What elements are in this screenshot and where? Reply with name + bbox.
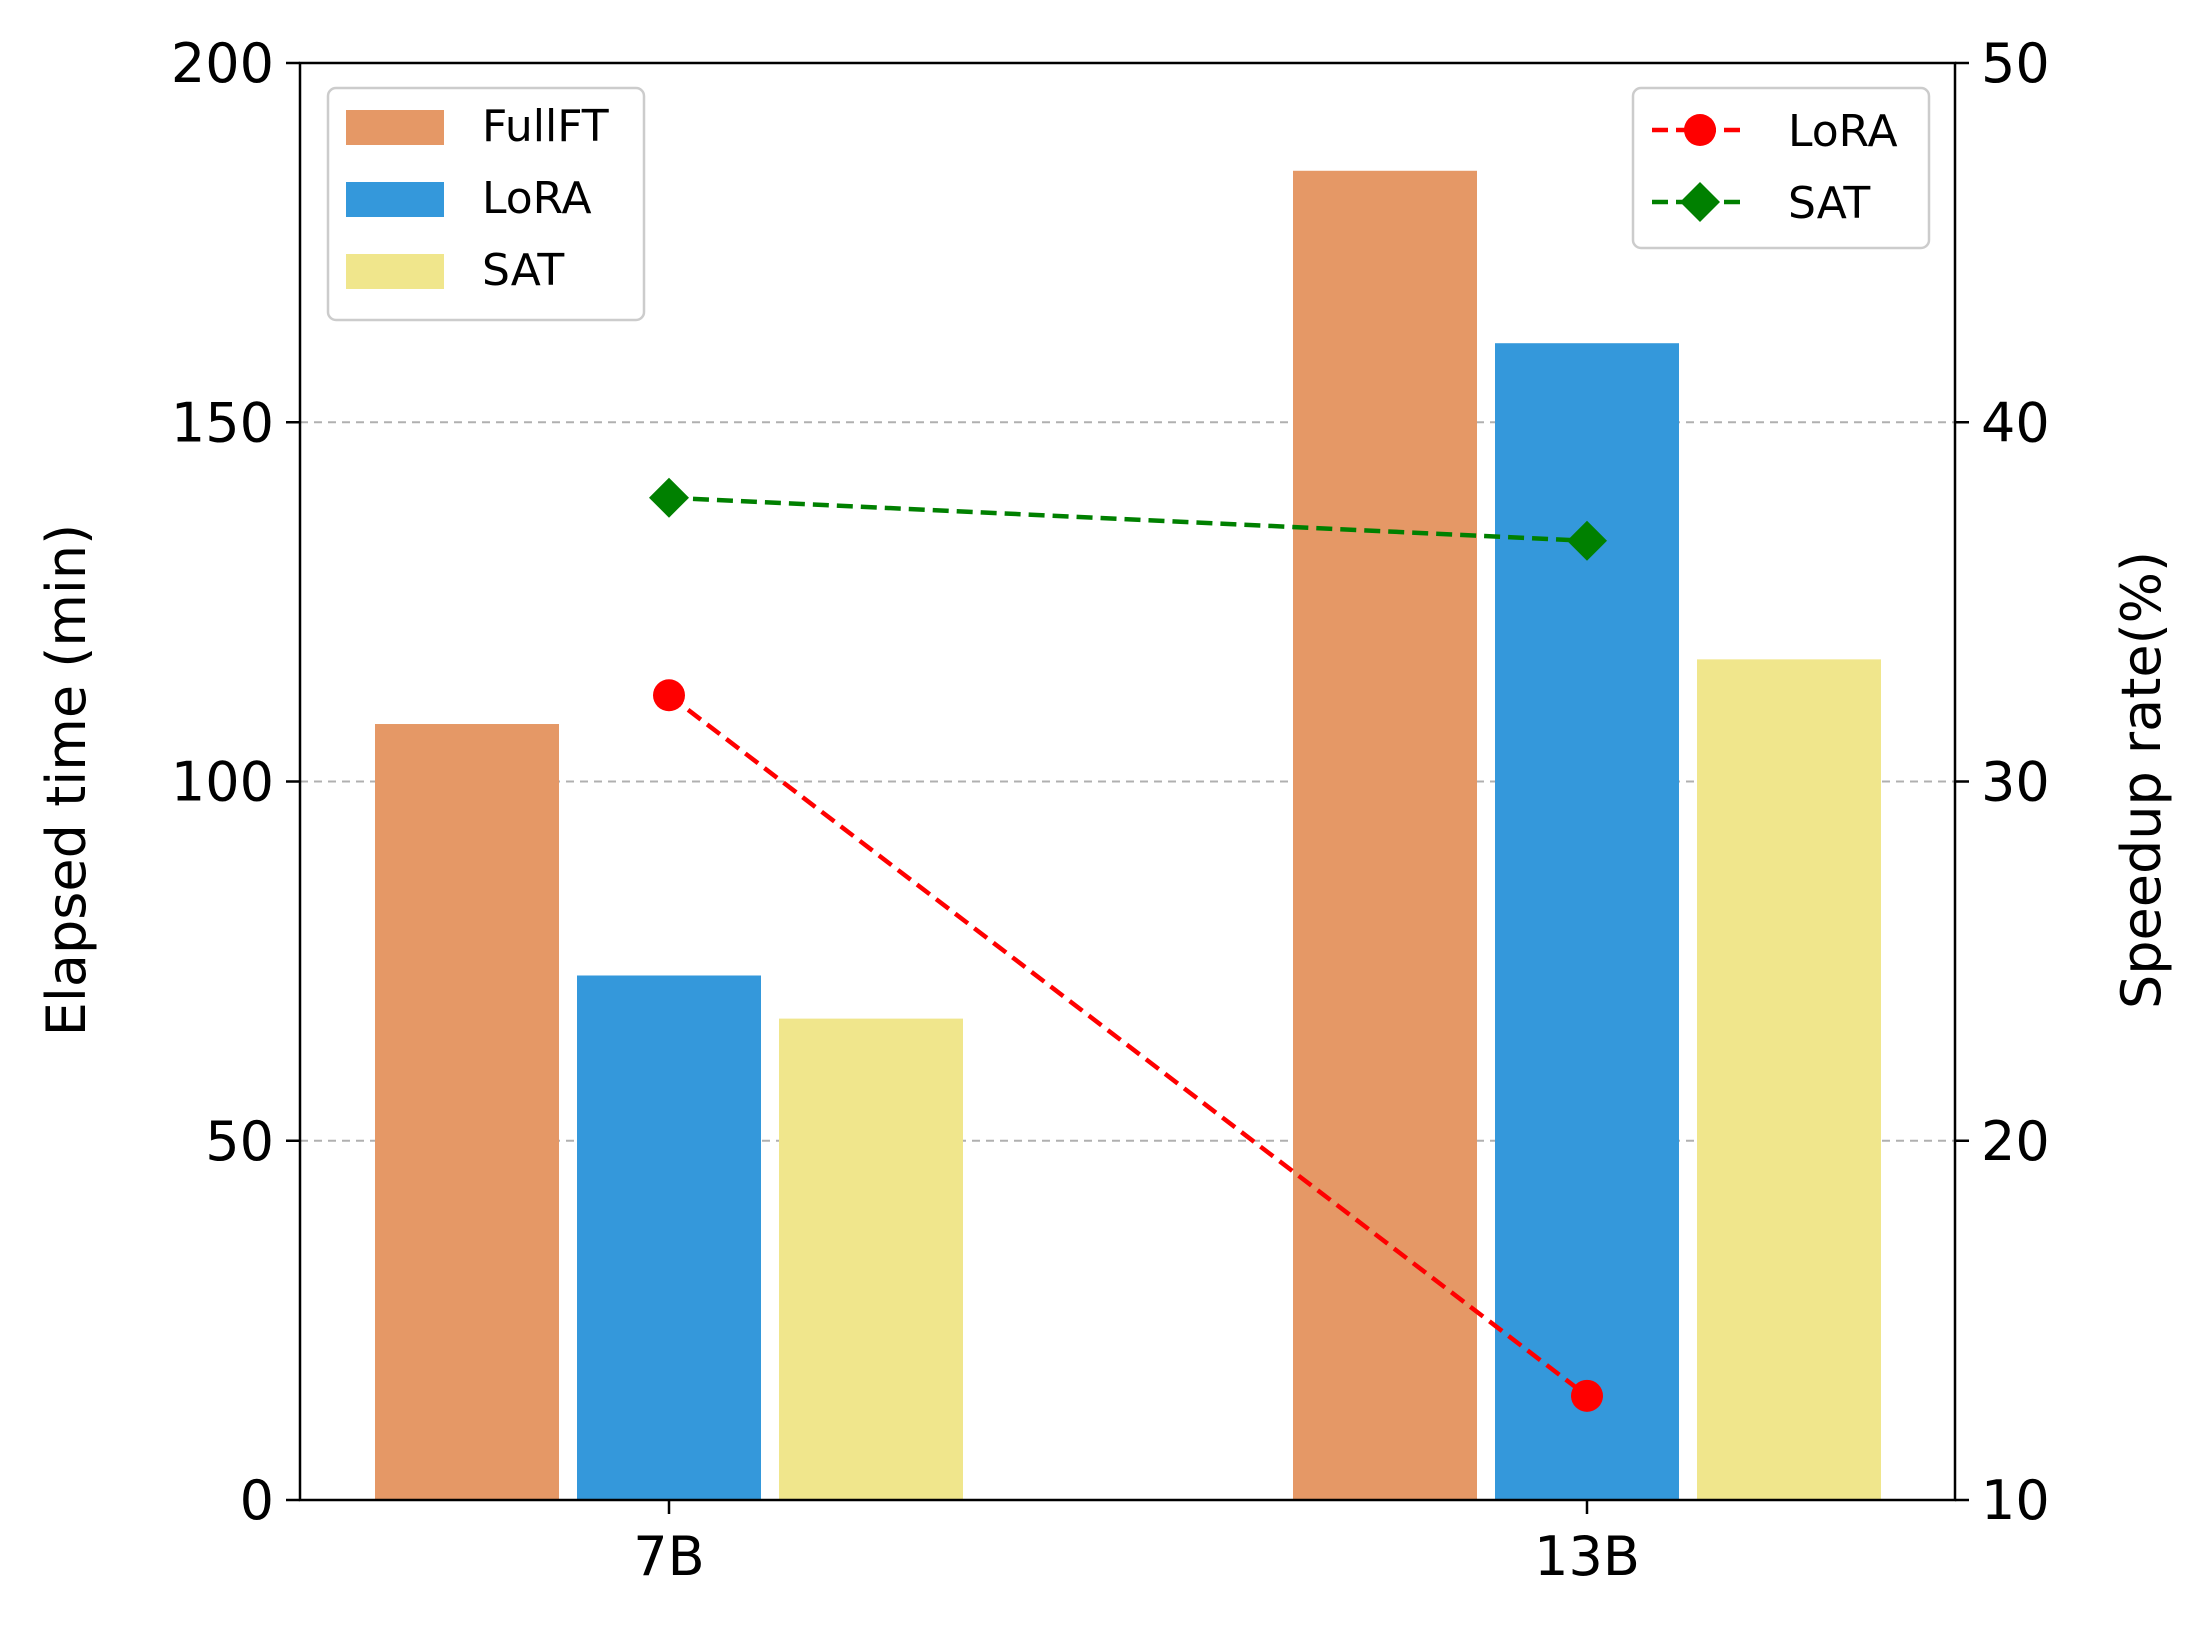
bar-fullft-7b [375, 724, 559, 1500]
legend-label-sat: SAT [1788, 178, 1870, 229]
bar-group [375, 171, 1881, 1500]
y-right-tick-label: 20 [1981, 1110, 2050, 1173]
y-tick-label: 100 [171, 751, 274, 814]
legend-swatch-sat [346, 254, 444, 289]
y-right-tick-label: 50 [1981, 32, 2050, 95]
x-tick-label: 13B [1534, 1525, 1640, 1588]
y-tick-label: 200 [171, 32, 274, 95]
legend-swatch-lora [346, 182, 444, 217]
x-tick-label: 7B [633, 1525, 704, 1588]
y-right-tick-label: 10 [1981, 1469, 2050, 1532]
legend-label-sat: SAT [482, 245, 564, 296]
left-axis-ticks: 0 50 100 150 200 [171, 32, 300, 1532]
legend-bars: FullFT LoRA SAT [328, 88, 644, 320]
bar-lora-13b [1495, 343, 1679, 1500]
y-axis-right-title: Speedup rate(%) [2110, 551, 2173, 1009]
y-right-tick-label: 30 [1981, 751, 2050, 814]
bar-sat-13b [1697, 659, 1881, 1500]
y-right-tick-label: 40 [1981, 391, 2050, 454]
legend-label-lora: LoRA [1788, 106, 1898, 157]
legend-label-fullft: FullFT [482, 101, 609, 152]
bar-sat-7b [779, 1019, 963, 1500]
marker-lora-13b [1571, 1380, 1603, 1412]
y-tick-label: 50 [205, 1110, 274, 1173]
legend-swatch-fullft [346, 110, 444, 145]
legend-marker-lora [1684, 114, 1716, 146]
legend-lines: LoRA SAT [1633, 88, 1929, 248]
y-axis-title: Elapsed time (min) [35, 524, 98, 1036]
right-axis-ticks: 10 20 30 40 50 [1955, 32, 2050, 1532]
x-axis-ticks: 7B 13B [633, 1500, 1640, 1588]
legend-label-lora: LoRA [482, 173, 592, 224]
marker-sat-7b [649, 478, 689, 518]
y-tick-label: 0 [240, 1469, 274, 1532]
y-tick-label: 150 [171, 391, 274, 454]
marker-lora-7b [653, 679, 685, 711]
bar-lora-7b [577, 975, 761, 1500]
bar-fullft-13b [1293, 171, 1477, 1500]
